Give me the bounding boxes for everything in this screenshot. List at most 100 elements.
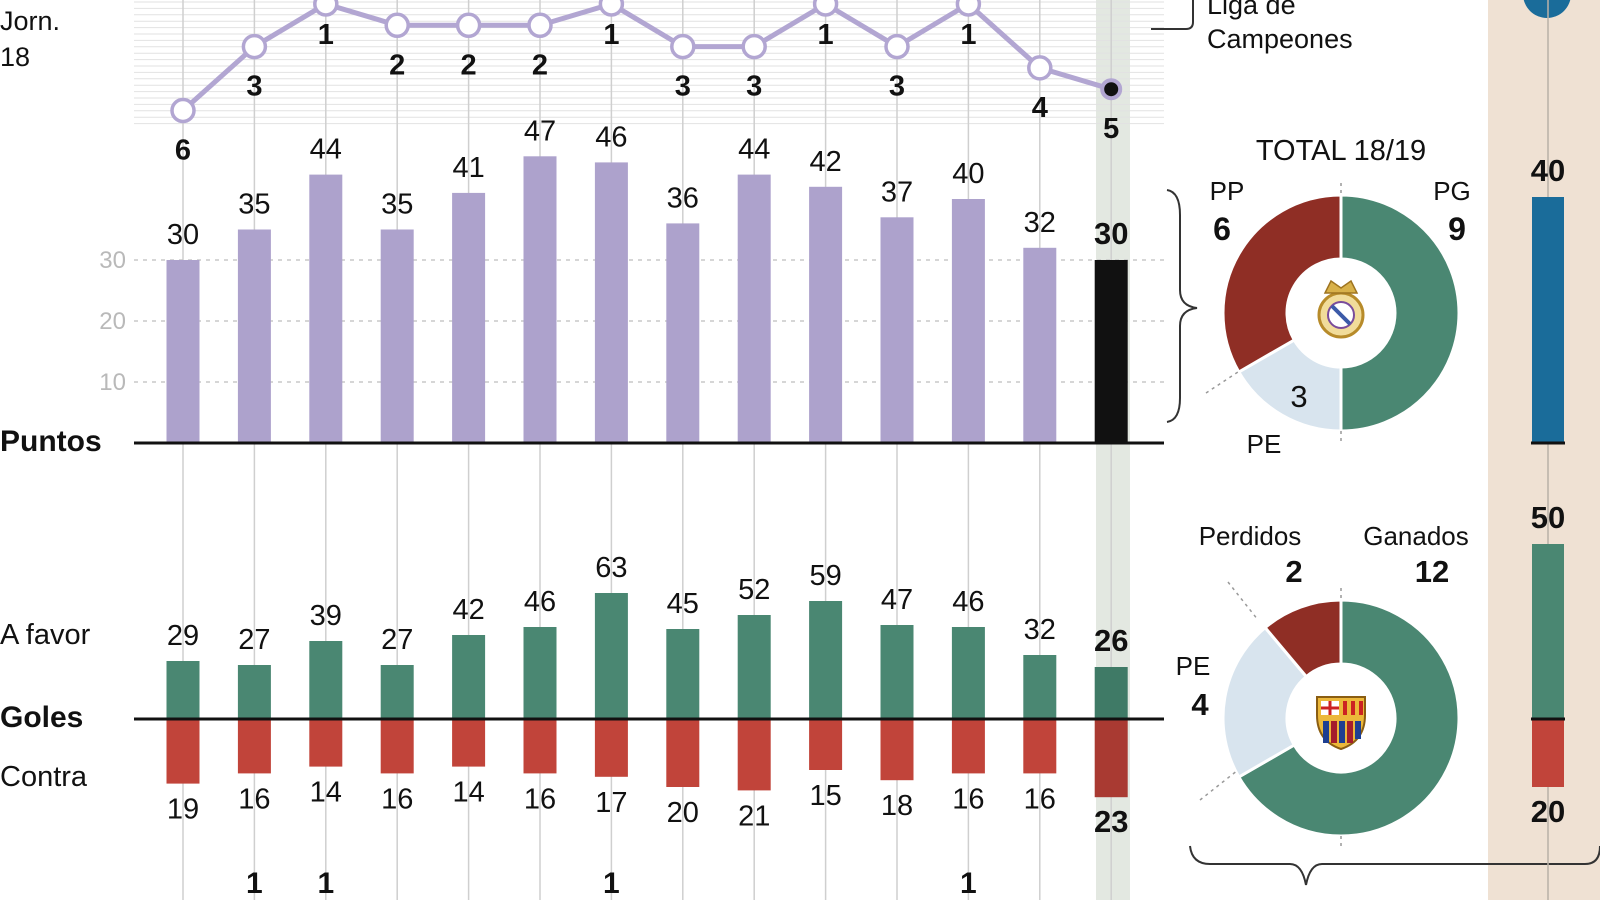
goles-favor-bar [880, 625, 914, 719]
legend-text-line1: Liga de [1207, 0, 1296, 20]
goles-contra-label: 14 [452, 777, 484, 809]
perdidos-value: 2 [1285, 554, 1302, 589]
position-label: 3 [675, 71, 691, 103]
barcelona-donut-slice [1236, 598, 1461, 838]
real-madrid-donut-slice [1221, 193, 1343, 375]
goles-favor-label: 45 [667, 588, 699, 620]
goles-favor-label: 26 [1094, 623, 1128, 658]
real-madrid-donut-slice [1339, 193, 1461, 433]
goles-contra-bar [237, 719, 271, 774]
goles-favor-bar [309, 641, 343, 719]
puntos-value-label: 36 [667, 182, 699, 214]
barcelona-brace [1189, 845, 1600, 886]
goles-label: Goles [0, 701, 83, 734]
puntos-value-label: 42 [809, 146, 841, 178]
puntos-bar [809, 186, 843, 444]
puntos-value-label: 40 [952, 158, 984, 190]
puntos-bar [309, 174, 343, 443]
goles-favor-label: 46 [952, 586, 984, 618]
puntos-value-label: 30 [1094, 216, 1128, 251]
position-label: 1 [818, 19, 834, 51]
puntos-value-label: 37 [881, 176, 913, 208]
goles-contra-bar [452, 719, 486, 767]
puntos-value-label: 44 [310, 134, 342, 166]
goles-favor-bar [594, 593, 628, 719]
goles-contra-bar [523, 719, 557, 774]
goles-favor-label: 27 [238, 624, 270, 656]
goles-contra-bar [1023, 719, 1057, 774]
comparison-favor-bar [1532, 544, 1564, 719]
goles-favor-bar [666, 629, 700, 719]
comparison-contra-label: 20 [1531, 794, 1565, 829]
position-point [384, 12, 410, 39]
position-point [670, 33, 696, 60]
puntos-bar [166, 260, 200, 443]
position-point [598, 0, 625, 17]
goles-favor-label: 59 [809, 560, 841, 592]
goles-favor-bar [1023, 655, 1057, 719]
goles-contra-bar [809, 719, 843, 770]
goles-contra-bar [737, 719, 771, 791]
ganados-value: 12 [1415, 554, 1449, 589]
position-label: 2 [532, 49, 548, 81]
position-label: 3 [889, 71, 905, 103]
legend-blue-marker [1523, 0, 1571, 18]
position-point [812, 0, 839, 17]
champions-title-marker: 1 [246, 867, 263, 900]
total-title: TOTAL 18/19 [1256, 135, 1426, 167]
goles-contra-bar [666, 719, 700, 787]
goles-contra-bar [1094, 719, 1128, 798]
position-point [741, 33, 767, 60]
puntos-bar [237, 229, 271, 443]
fcb-leader [1199, 769, 1239, 801]
position-label: 6 [175, 135, 191, 167]
puntos-bar [951, 199, 985, 443]
comparison-favor-label: 50 [1531, 500, 1565, 535]
position-point [1027, 55, 1053, 81]
goles-favor-label: 46 [524, 586, 556, 618]
position-label: 1 [318, 19, 334, 51]
position-label: 4 [1032, 92, 1048, 124]
jorn-label: Jorn. [0, 6, 60, 36]
a-favor-label: A favor [0, 619, 91, 651]
goles-contra-label: 19 [167, 794, 199, 826]
position-label: 1 [960, 19, 976, 51]
puntos-bar [666, 223, 700, 443]
goles-contra-bar [594, 719, 628, 777]
goles-contra-label: 20 [667, 797, 699, 829]
puntos-value-label: 32 [1024, 207, 1056, 239]
puntos-tick-label: 10 [99, 369, 126, 396]
pg-value: 9 [1448, 211, 1466, 247]
goles-contra-bar [166, 719, 200, 784]
puntos-bar [1094, 260, 1128, 443]
goles-contra-label: 16 [524, 783, 556, 815]
puntos-bar [452, 192, 486, 443]
goles-favor-bar [1094, 667, 1128, 719]
fcb-leader [1227, 581, 1259, 621]
goles-favor-label: 47 [881, 584, 913, 616]
position-label: 2 [389, 49, 405, 81]
comparison-contra-bar [1532, 719, 1564, 787]
goles-contra-label: 15 [809, 780, 841, 812]
goles-favor-bar [523, 627, 557, 719]
goles-contra-label: 17 [595, 787, 627, 819]
position-label: 5 [1103, 113, 1119, 145]
goles-contra-label: 16 [952, 783, 984, 815]
rm-pe-value: 3 [1290, 379, 1307, 414]
goles-favor-label: 27 [381, 624, 413, 656]
ganados-label: Ganados [1363, 521, 1469, 551]
comparison-puntos-label: 40 [1531, 153, 1565, 188]
real-madrid-crest [1317, 279, 1365, 339]
goles-favor-bar [452, 635, 486, 719]
goles-favor-bar [737, 615, 771, 719]
puntos-value-label: 44 [738, 134, 770, 166]
position-point [313, 0, 339, 17]
puntos-value-label: 41 [452, 152, 484, 184]
perdidos-label: Perdidos [1199, 521, 1302, 551]
goles-contra-label: 14 [310, 777, 342, 809]
puntos-bar [880, 217, 914, 443]
rm-pe-label: PE [1247, 429, 1282, 459]
fcb-pe-label: PE [1176, 651, 1211, 681]
